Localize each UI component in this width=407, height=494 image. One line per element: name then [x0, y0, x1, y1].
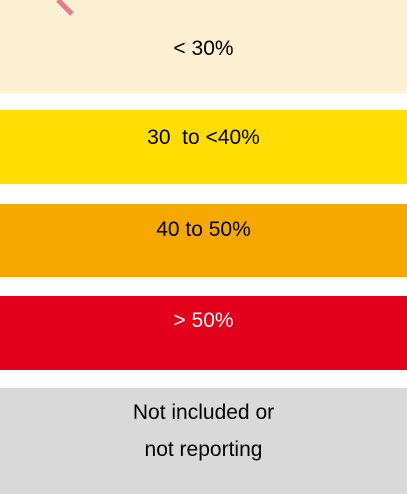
legend-swatch: < 30%	[0, 0, 407, 93]
legend-swatch: Not included or not reporting	[0, 388, 407, 494]
pointer-stroke	[56, 0, 74, 16]
legend-label: 30 to <40%	[147, 126, 260, 149]
legend-swatch: 30 to <40%	[0, 110, 407, 184]
pointer-curve	[56, 0, 74, 16]
legend-label: 40 to 50%	[156, 218, 251, 241]
legend-swatch: 40 to 50%	[0, 204, 407, 277]
legend-swatch: > 50%	[0, 296, 407, 370]
legend-label: > 50%	[173, 309, 234, 332]
legend-label: Not included or not reporting	[132, 401, 275, 461]
legend-label: < 30%	[173, 37, 234, 60]
